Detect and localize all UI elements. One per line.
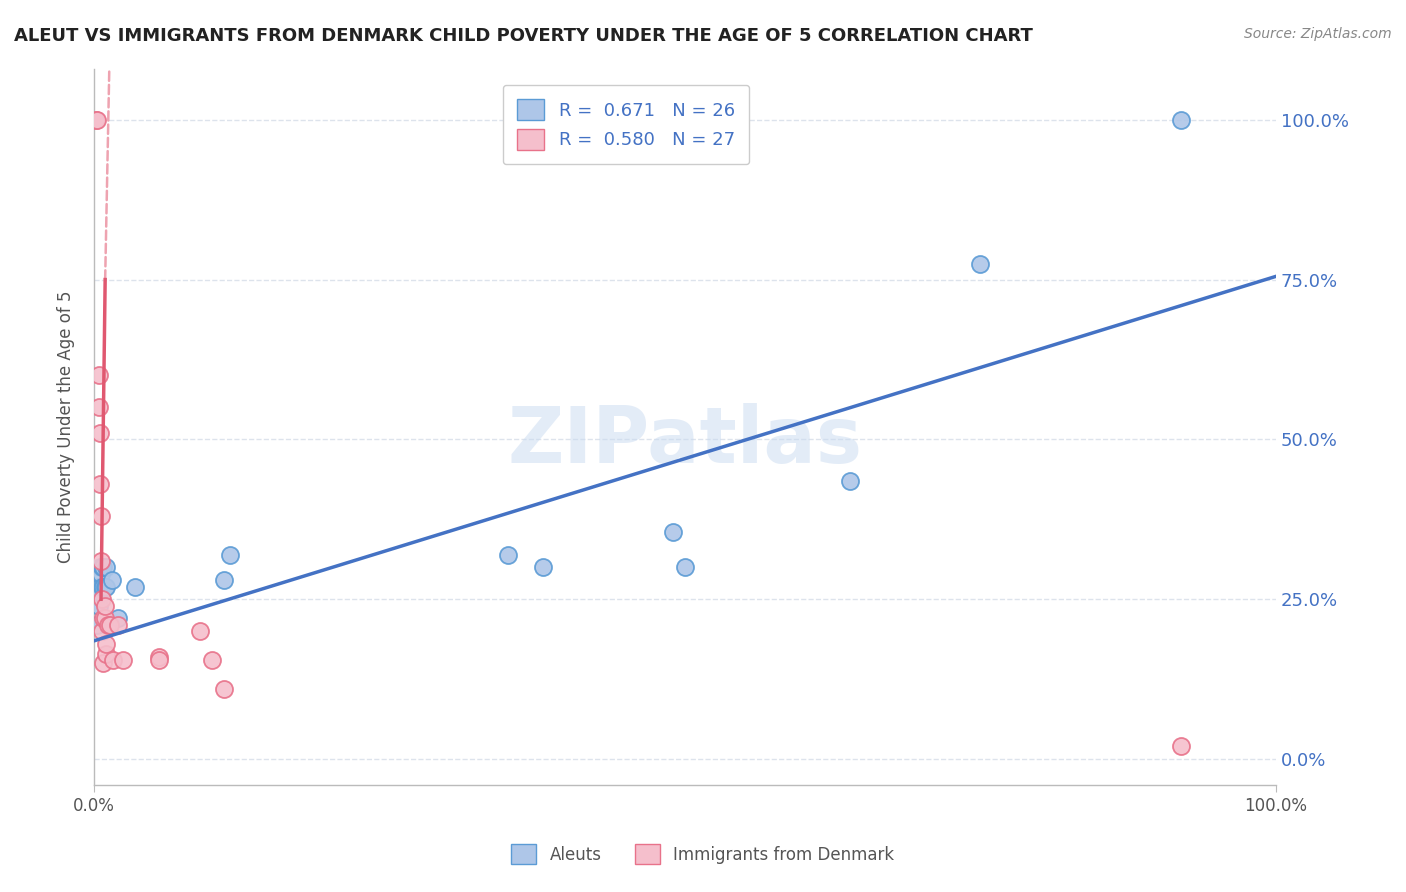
Point xyxy=(93,580,115,594)
Point xyxy=(531,560,554,574)
Point xyxy=(1170,739,1192,754)
Point xyxy=(94,647,117,661)
Text: ZIPatlas: ZIPatlas xyxy=(508,403,862,479)
Point xyxy=(90,509,112,524)
Point xyxy=(218,548,240,562)
Point xyxy=(89,477,111,491)
Legend: Aleuts, Immigrants from Denmark: Aleuts, Immigrants from Denmark xyxy=(505,838,901,871)
Point xyxy=(839,474,862,488)
Point xyxy=(86,618,108,632)
Point xyxy=(107,618,129,632)
Point xyxy=(124,580,146,594)
Point xyxy=(90,586,112,600)
Point xyxy=(87,599,110,613)
Point xyxy=(90,554,112,568)
Point xyxy=(93,657,115,671)
Point xyxy=(94,560,117,574)
Point xyxy=(107,611,129,625)
Point xyxy=(212,681,235,696)
Point xyxy=(89,560,111,574)
Point xyxy=(101,653,124,667)
Point xyxy=(496,548,519,562)
Point xyxy=(89,425,111,440)
Point xyxy=(91,592,114,607)
Point xyxy=(662,525,685,540)
Point xyxy=(93,599,115,613)
Legend: R =  0.671   N = 26, R =  0.580   N = 27: R = 0.671 N = 26, R = 0.580 N = 27 xyxy=(502,85,749,164)
Point xyxy=(969,256,991,270)
Point xyxy=(94,580,117,594)
Point xyxy=(89,580,111,594)
Point xyxy=(91,580,114,594)
Point xyxy=(673,560,696,574)
Point xyxy=(91,624,114,639)
Point xyxy=(188,624,211,639)
Point xyxy=(97,618,120,632)
Point xyxy=(112,653,135,667)
Point xyxy=(91,560,114,574)
Point xyxy=(93,611,115,625)
Point xyxy=(84,112,107,127)
Point xyxy=(201,653,224,667)
Point xyxy=(93,611,115,625)
Point xyxy=(87,401,110,415)
Point xyxy=(93,580,115,594)
Point xyxy=(87,580,110,594)
Point xyxy=(93,560,115,574)
Point xyxy=(87,368,110,383)
Point xyxy=(1170,112,1192,127)
Point xyxy=(86,112,108,127)
Text: Source: ZipAtlas.com: Source: ZipAtlas.com xyxy=(1244,27,1392,41)
Point xyxy=(100,618,122,632)
Text: ALEUT VS IMMIGRANTS FROM DENMARK CHILD POVERTY UNDER THE AGE OF 5 CORRELATION CH: ALEUT VS IMMIGRANTS FROM DENMARK CHILD P… xyxy=(14,27,1033,45)
Point xyxy=(212,573,235,587)
Point xyxy=(148,649,170,664)
Point xyxy=(94,637,117,651)
Point xyxy=(90,566,112,581)
Y-axis label: Child Poverty Under the Age of 5: Child Poverty Under the Age of 5 xyxy=(58,291,75,563)
Point xyxy=(100,573,122,587)
Point xyxy=(148,653,170,667)
